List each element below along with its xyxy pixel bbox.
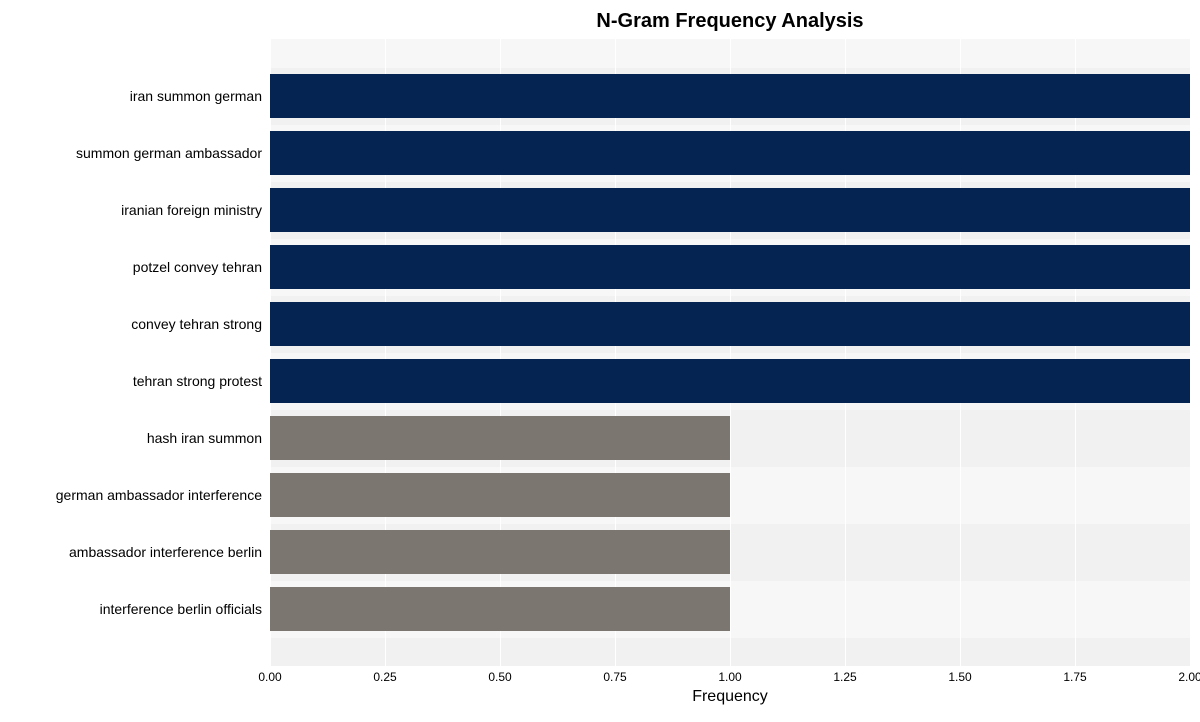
bar [270,74,1190,118]
ngram-frequency-chart: N-Gram Frequency Analysis iran summon ge… [10,10,1190,712]
x-tick-label: 1.00 [718,670,741,684]
plot-area: iran summon germansummon german ambassad… [10,39,1190,666]
x-tick-label: 1.50 [948,670,971,684]
x-tick-label: 2.00 [1178,670,1200,684]
x-axis: 0.000.250.500.751.001.251.501.752.00 Fre… [270,666,1190,712]
bar [270,416,730,460]
y-tick-label: tehran strong protest [10,353,270,410]
y-tick-label: hash iran summon [10,410,270,467]
bar [270,245,1190,289]
y-tick-label: interference berlin officials [10,581,270,638]
bar [270,530,730,574]
x-tick-label: 1.75 [1063,670,1086,684]
bar [270,587,730,631]
y-tick-label: ambassador interference berlin [10,524,270,581]
x-tick-label: 0.25 [373,670,396,684]
bar [270,473,730,517]
y-tick-label: summon german ambassador [10,125,270,182]
bar [270,188,1190,232]
x-axis-label: Frequency [270,688,1190,706]
y-axis-labels: iran summon germansummon german ambassad… [10,39,270,666]
bars-area [270,39,1190,666]
y-tick-label: iranian foreign ministry [10,182,270,239]
x-tick-label: 1.25 [833,670,856,684]
bar [270,359,1190,403]
y-tick-label: potzel convey tehran [10,239,270,296]
bar [270,302,1190,346]
bar [270,131,1190,175]
x-tick-label: 0.50 [488,670,511,684]
y-tick-label: german ambassador interference [10,467,270,524]
chart-title: N-Gram Frequency Analysis [10,10,1190,33]
bars-layer [270,39,1190,666]
y-tick-label: iran summon german [10,68,270,125]
x-tick-label: 0.75 [603,670,626,684]
y-tick-label: convey tehran strong [10,296,270,353]
x-tick-label: 0.00 [258,670,281,684]
x-axis-ticks: 0.000.250.500.751.001.251.501.752.00 [270,666,1190,684]
